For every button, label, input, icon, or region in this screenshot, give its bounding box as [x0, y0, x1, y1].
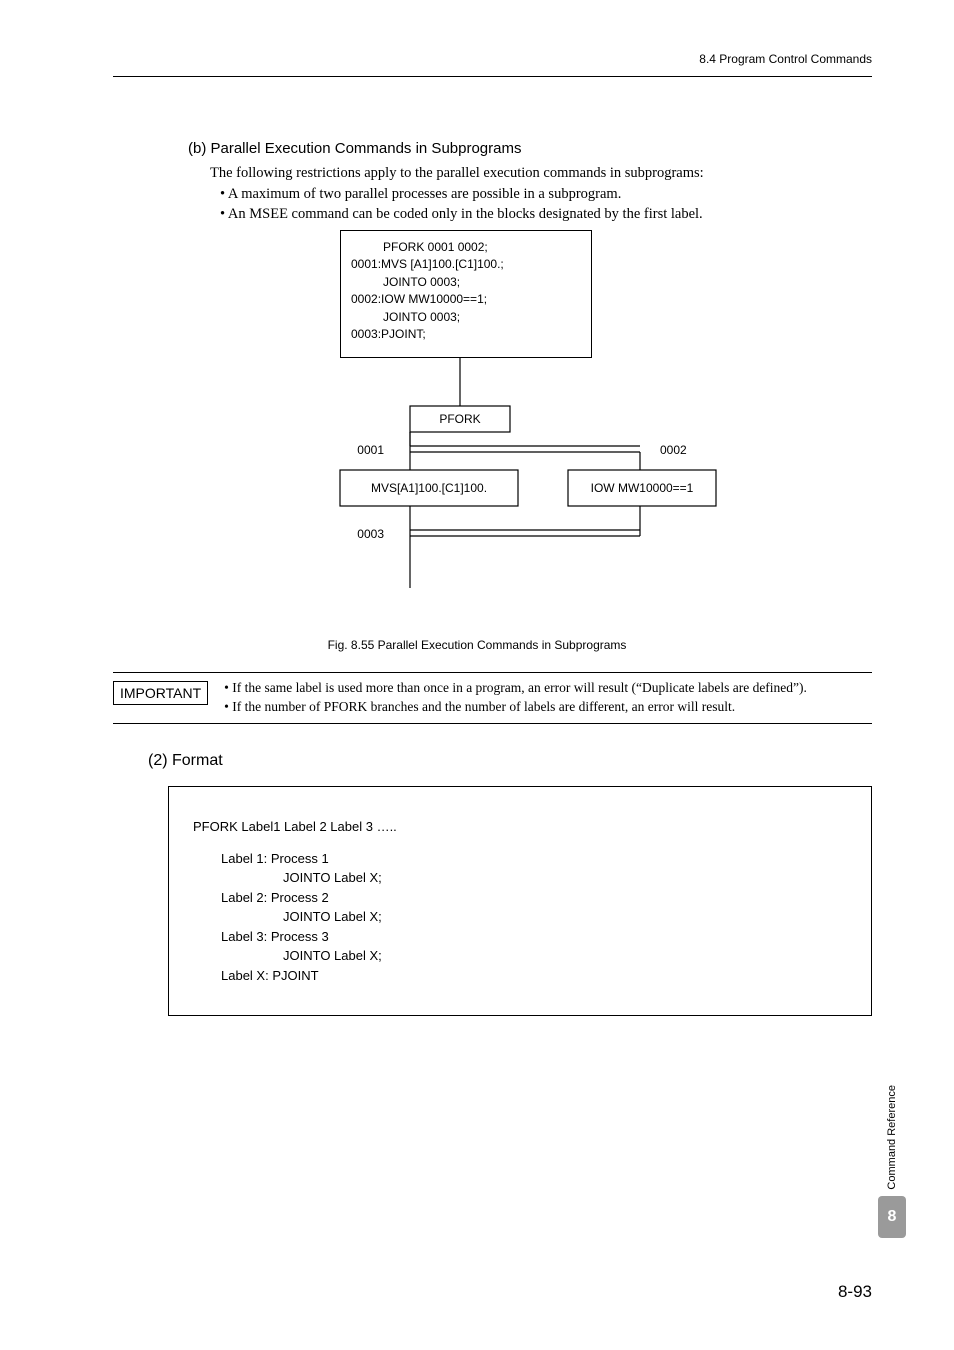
- important-block: IMPORTANT If the same label is used more…: [113, 672, 872, 724]
- box-left-label: MVS[A1]100.[C1]100.: [371, 481, 487, 495]
- important-rule-top: [113, 672, 872, 673]
- code-line: 0003:PJOINT;: [351, 326, 581, 343]
- side-label: Command Reference: [886, 1085, 898, 1190]
- important-label: IMPORTANT: [113, 681, 208, 705]
- format-line: Label 1: Process 1: [221, 849, 847, 869]
- important-rule-bottom: [113, 723, 872, 724]
- important-bullet-item: If the same label is used more than once…: [224, 679, 807, 698]
- format-line: Label 2: Process 2: [221, 888, 847, 908]
- subsection-b-title: (b) Parallel Execution Commands in Subpr…: [188, 140, 521, 157]
- box-right-label: IOW MW10000==1: [591, 481, 694, 495]
- side-tab: 8: [878, 1196, 906, 1238]
- bullet-item: An MSEE command can be coded only in the…: [220, 206, 703, 223]
- pfork-diagram: PFORK 0001 0002 MVS[A1]100.[C1]100. IOW …: [320, 358, 740, 628]
- code-line: PFORK 0001 0002;: [351, 239, 581, 256]
- label-0003: 0003: [357, 527, 384, 541]
- format-line: PFORK Label1 Label 2 Label 3 …..: [193, 817, 847, 837]
- subsection-b-intro: The following restrictions apply to the …: [210, 165, 704, 182]
- format-line: Label 3: Process 3: [221, 927, 847, 947]
- code-line: JOINTO 0003;: [351, 274, 581, 291]
- header-section: 8.4 Program Control Commands: [699, 52, 872, 66]
- code-box: PFORK 0001 0002; 0001:MVS [A1]100.[C1]10…: [340, 230, 592, 358]
- code-line: JOINTO 0003;: [351, 309, 581, 326]
- format-line: JOINTO Label X;: [283, 907, 847, 927]
- subsection-b-bullets: A maximum of two parallel processes are …: [220, 186, 703, 226]
- header-rule: [113, 76, 872, 77]
- important-bullets: If the same label is used more than once…: [224, 679, 807, 717]
- format-heading: (2) Format: [148, 752, 223, 770]
- label-0002: 0002: [660, 443, 687, 457]
- format-line: Label X: PJOINT: [221, 966, 847, 986]
- page-number: 8-93: [838, 1282, 872, 1302]
- pfork-label: PFORK: [439, 412, 480, 426]
- label-0001: 0001: [357, 443, 384, 457]
- format-line: JOINTO Label X;: [283, 946, 847, 966]
- bullet-item: A maximum of two parallel processes are …: [220, 186, 703, 203]
- code-line: 0001:MVS [A1]100.[C1]100.;: [351, 256, 581, 273]
- format-box: PFORK Label1 Label 2 Label 3 ….. Label 1…: [168, 786, 872, 1016]
- format-line: JOINTO Label X;: [283, 868, 847, 888]
- important-bullet-item: If the number of PFORK branches and the …: [224, 698, 807, 717]
- figure-caption: Fig. 8.55 Parallel Execution Commands in…: [0, 638, 954, 652]
- code-line: 0002:IOW MW10000==1;: [351, 291, 581, 308]
